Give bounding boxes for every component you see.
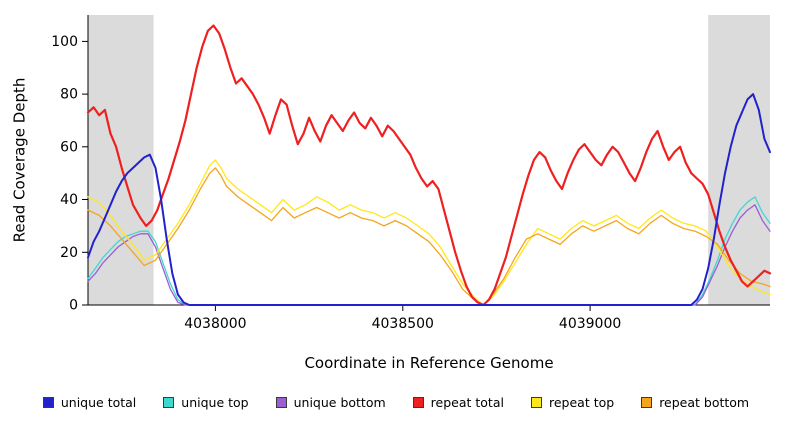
legend-swatch-unique-total <box>42 397 54 408</box>
legend-item-repeat-bottom: repeat bottom <box>641 395 749 410</box>
y-tick-label: 40 <box>60 192 78 208</box>
x-tick-label: 4039000 <box>559 316 621 332</box>
x-tick-label: 4038000 <box>184 316 246 332</box>
legend-label-repeat-top: repeat top <box>548 395 615 410</box>
legend-swatch-repeat-top <box>530 397 542 408</box>
legend-item-unique-bottom: unique bottom <box>275 395 386 410</box>
legend-label-unique-total: unique total <box>60 395 137 410</box>
legend-label-repeat-total: repeat total <box>430 395 504 410</box>
series-line-repeat-top <box>87 159 771 306</box>
legend-label-unique-top: unique top <box>181 395 249 410</box>
series-line-unique-bottom <box>87 204 771 306</box>
series-line-repeat-bottom <box>87 167 771 306</box>
legend-label-unique-bottom: unique bottom <box>293 395 386 410</box>
legend-swatch-repeat-total <box>412 397 424 408</box>
y-axis-label: Read Coverage Depth <box>10 77 28 243</box>
masked-region <box>88 15 154 305</box>
series-line-repeat-total <box>86 24 772 307</box>
legend: unique total unique top unique bottom repea… <box>0 395 792 410</box>
legend-item-repeat-top: repeat top <box>530 395 615 410</box>
legend-swatch-repeat-bottom <box>641 397 653 408</box>
y-tick-label: 100 <box>51 34 78 50</box>
series-line-unique-total <box>87 93 771 306</box>
y-tick-label: 80 <box>60 87 78 103</box>
x-axis-label: Coordinate in Reference Genome <box>304 354 554 372</box>
y-tick-label: 0 <box>69 298 78 314</box>
plot-area: 4038000 4038500 4039000 0 20 40 60 80 100 <box>51 15 772 332</box>
y-tick-label: 20 <box>60 245 78 261</box>
legend-swatch-unique-top <box>163 397 175 408</box>
y-tick-label: 60 <box>60 139 78 155</box>
legend-item-unique-top: unique top <box>163 395 249 410</box>
legend-item-unique-total: unique total <box>42 395 137 410</box>
legend-swatch-unique-bottom <box>275 397 287 408</box>
x-tick-label: 4038500 <box>372 316 434 332</box>
legend-label-repeat-bottom: repeat bottom <box>659 395 750 410</box>
legend-item-repeat-total: repeat total <box>412 395 504 410</box>
series-line-unique-top <box>87 196 771 306</box>
y-axis-label-wrap: Read Coverage Depth <box>4 15 34 305</box>
